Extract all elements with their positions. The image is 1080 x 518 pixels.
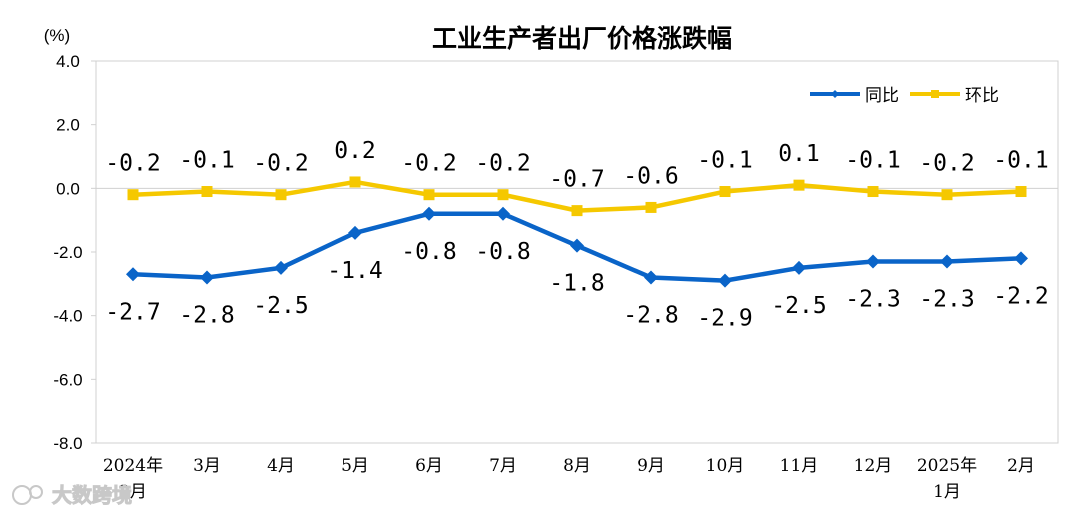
data-point-marker bbox=[940, 254, 954, 269]
x-tick-label: 2024年 bbox=[103, 456, 163, 476]
data-label: -2.3 bbox=[845, 287, 900, 313]
data-point-marker bbox=[644, 270, 658, 285]
x-tick-label: 4月 bbox=[267, 456, 295, 476]
data-label: -2.7 bbox=[105, 299, 160, 325]
data-label: -2.8 bbox=[623, 302, 678, 328]
x-tick-label: 3月 bbox=[193, 456, 221, 476]
data-label: -0.2 bbox=[475, 151, 530, 177]
y-tick-label: -8.0 bbox=[53, 434, 82, 453]
legend-marker bbox=[931, 90, 939, 98]
data-label: 0.1 bbox=[778, 141, 820, 167]
x-tick-label: 5月 bbox=[341, 456, 369, 476]
y-tick-label: 2.0 bbox=[56, 116, 80, 135]
legend-marker bbox=[831, 90, 839, 98]
data-point-marker bbox=[349, 176, 361, 188]
data-point-marker bbox=[275, 189, 287, 201]
watermark-logo-icon bbox=[12, 485, 32, 505]
y-axis-unit: (%) bbox=[44, 26, 70, 45]
x-tick-label: 6月 bbox=[415, 456, 443, 476]
data-point-marker bbox=[127, 189, 139, 201]
data-label: -0.7 bbox=[549, 167, 604, 193]
data-point-marker bbox=[793, 179, 805, 191]
data-label: -0.1 bbox=[993, 148, 1048, 174]
data-point-marker bbox=[1014, 251, 1028, 266]
y-tick-label: -2.0 bbox=[53, 243, 82, 262]
data-label: -0.1 bbox=[845, 148, 900, 174]
data-point-marker bbox=[348, 225, 362, 240]
data-point-marker bbox=[867, 186, 879, 198]
data-point-marker bbox=[718, 273, 732, 288]
data-point-marker bbox=[422, 206, 436, 221]
data-label: -2.5 bbox=[253, 293, 308, 319]
data-label: -0.2 bbox=[253, 151, 308, 177]
data-label-layer: -2.7 -2.8 -2.5 -1.4 -0.8 -0.8 -1.8 -2.8 -2.9 -2.5… bbox=[105, 138, 1048, 332]
data-label: -2.5 bbox=[771, 293, 826, 319]
data-point-marker bbox=[496, 206, 510, 221]
series-layer bbox=[126, 176, 1028, 288]
x-tick-label: 10月 bbox=[706, 456, 745, 476]
watermark: 大数跨境 bbox=[12, 483, 133, 508]
y-tick-label: -4.0 bbox=[53, 307, 82, 326]
data-label: -2.2 bbox=[993, 283, 1048, 309]
watermark-logo-icon-2 bbox=[29, 485, 43, 499]
data-point-marker bbox=[570, 238, 584, 253]
data-point-marker bbox=[497, 189, 509, 201]
x-tick-label: 9月 bbox=[637, 456, 665, 476]
y-tick-label: -6.0 bbox=[53, 370, 82, 389]
data-label: -1.8 bbox=[549, 271, 604, 297]
y-tick-label: 0.0 bbox=[56, 179, 80, 198]
data-point-marker bbox=[126, 267, 140, 282]
x-tick-label: 2月 bbox=[1007, 456, 1035, 476]
legend: 同比 环比 bbox=[810, 86, 999, 106]
x-tick-label: 2025年 bbox=[917, 456, 977, 476]
data-label: -2.9 bbox=[697, 306, 752, 332]
data-label: -0.2 bbox=[105, 151, 160, 177]
data-label: -2.8 bbox=[179, 302, 234, 328]
data-label: -0.1 bbox=[179, 148, 234, 174]
legend-label: 同比 bbox=[865, 86, 899, 106]
data-point-marker bbox=[571, 205, 583, 217]
data-label: -0.8 bbox=[401, 239, 456, 265]
data-label: -0.2 bbox=[401, 151, 456, 177]
data-label: -1.4 bbox=[327, 258, 382, 284]
data-point-marker bbox=[274, 260, 288, 275]
y-axis: 4.0 2.0 0.0 -2.0 -4.0 -6.0 -8.0 bbox=[53, 52, 1058, 453]
data-point-marker bbox=[719, 186, 731, 198]
data-point-marker bbox=[792, 260, 806, 275]
data-point-marker bbox=[423, 189, 435, 201]
data-point-marker bbox=[866, 254, 880, 269]
data-label: -2.3 bbox=[919, 287, 974, 313]
x-axis: 2024年 2月 3月 4月 5月 6月 7月 8月 9月 10月 11月 12月 2025年 1月 2月 bbox=[103, 456, 1035, 502]
data-point-marker bbox=[645, 201, 657, 213]
data-label: -0.2 bbox=[919, 151, 974, 177]
x-tick-label: 1月 bbox=[933, 482, 961, 502]
x-tick-label: 7月 bbox=[489, 456, 517, 476]
y-tick-label: 4.0 bbox=[56, 52, 80, 71]
data-point-marker bbox=[200, 270, 214, 285]
x-tick-label: 11月 bbox=[780, 456, 819, 476]
x-tick-label: 8月 bbox=[563, 456, 591, 476]
data-label: 0.2 bbox=[334, 138, 376, 164]
x-tick-label: 12月 bbox=[854, 456, 893, 476]
chart-title: 工业生产者出厂价格涨跌幅 bbox=[432, 24, 732, 53]
data-point-marker bbox=[941, 189, 953, 201]
data-label: -0.8 bbox=[475, 239, 530, 265]
legend-label: 环比 bbox=[965, 86, 999, 106]
data-point-marker bbox=[1015, 186, 1027, 198]
x-tick-label: 2月 bbox=[119, 482, 147, 502]
data-label: -0.6 bbox=[623, 163, 678, 189]
watermark-text: 大数跨境 bbox=[52, 483, 132, 507]
data-label: -0.1 bbox=[697, 148, 752, 174]
data-point-marker bbox=[201, 186, 213, 198]
